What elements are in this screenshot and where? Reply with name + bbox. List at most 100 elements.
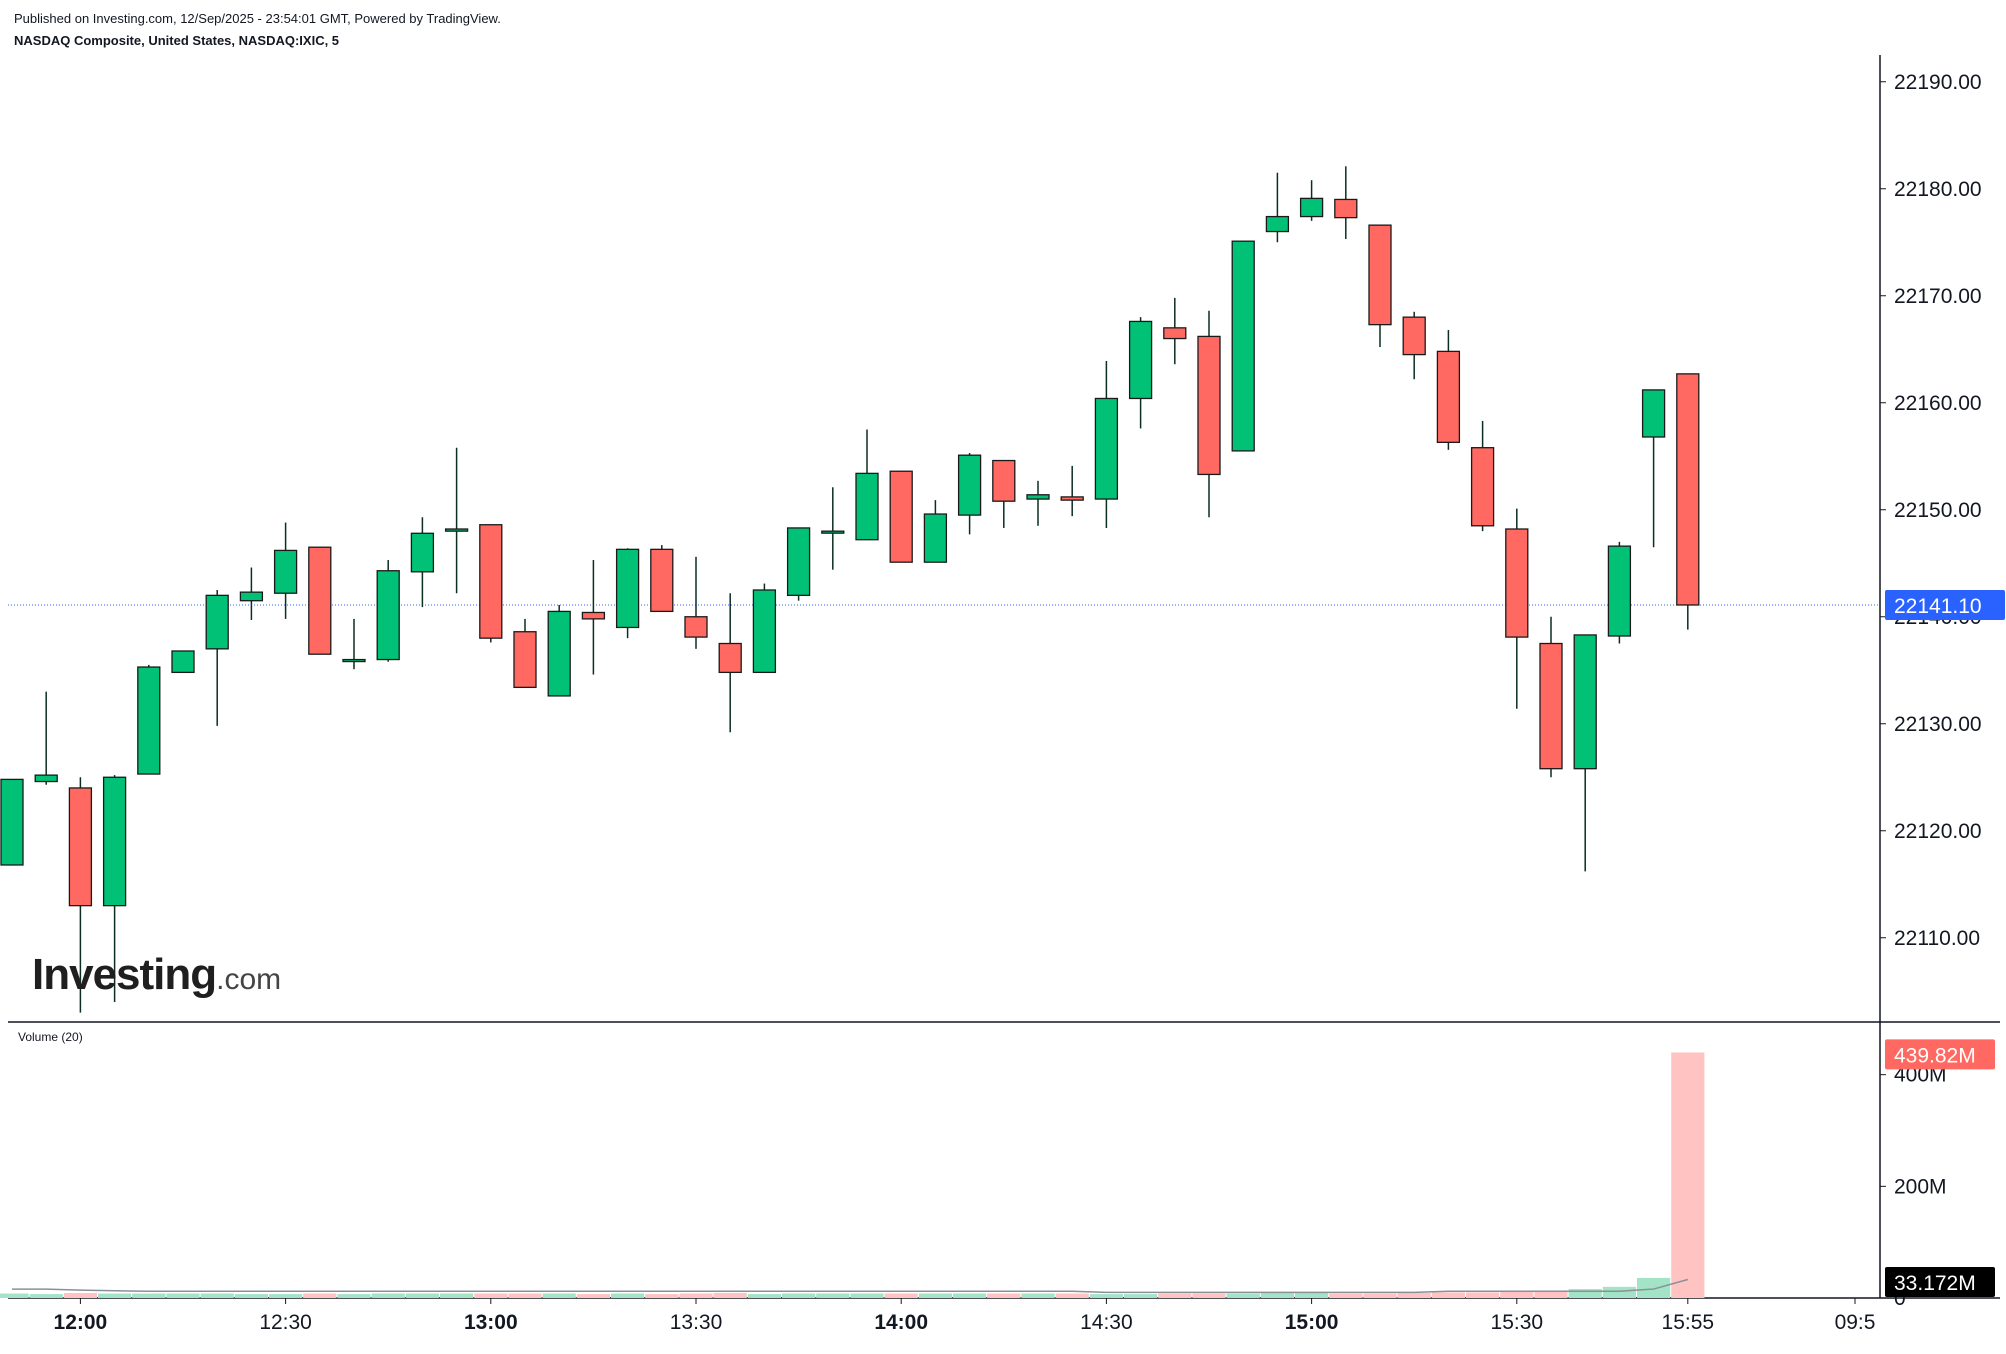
candle: [1607, 541, 1632, 644]
price-tick-label: 22180.00: [1894, 178, 1982, 201]
volume-bar: [1226, 1293, 1260, 1298]
volume-bar: [542, 1293, 576, 1298]
volume-bar: [1602, 1286, 1636, 1298]
label-layer: 22141.10 439.82M 33.172M: [1885, 589, 2005, 1297]
volume-bar: [234, 1294, 268, 1298]
candle-body: [1436, 350, 1461, 443]
volume-bar: [1500, 1291, 1534, 1298]
candle: [376, 560, 400, 662]
candle: [821, 487, 845, 570]
candle: [273, 522, 298, 619]
volume-bar: [1124, 1294, 1158, 1298]
price-tick-label: 22190.00: [1894, 71, 1982, 94]
candle-body: [1368, 224, 1392, 326]
candle: [68, 777, 93, 1013]
time-tick-label: 14:00: [874, 1311, 928, 1334]
candle: [1539, 616, 1563, 778]
volume-bar: [1158, 1293, 1192, 1298]
axes-layer: 22110.0022120.0022130.0022140.0022150.00…: [8, 55, 2000, 1334]
candle: [752, 583, 777, 674]
candle-body: [889, 470, 913, 563]
candle: [718, 593, 742, 733]
candle-body: [1402, 316, 1426, 356]
volume-bar: [884, 1293, 918, 1298]
volume-bar: [132, 1293, 166, 1298]
candle-body: [752, 589, 777, 674]
candle-body: [308, 546, 332, 655]
candle: [137, 664, 161, 775]
last-volume-tag: [1885, 1039, 1995, 1070]
volume-bar: [63, 1292, 97, 1298]
volume-bar: [1431, 1292, 1465, 1298]
candle-body: [957, 454, 982, 516]
volume-bar: [713, 1292, 747, 1298]
last-price-tag: [1885, 589, 2005, 620]
candle-body: [1265, 215, 1290, 233]
candle: [1026, 480, 1050, 526]
volume-ma-tag: [1885, 1267, 1995, 1297]
candle: [0, 778, 24, 866]
volume-bar: [1295, 1292, 1329, 1298]
candle-body: [855, 472, 879, 541]
time-tick-label: 13:30: [670, 1311, 723, 1334]
volume-bar: [611, 1293, 645, 1298]
price-tick-label: 22160.00: [1894, 392, 1982, 415]
candle-body: [1128, 320, 1153, 400]
candle: [889, 470, 913, 563]
candle-body: [1060, 496, 1084, 501]
logo-brand: Investing: [32, 950, 217, 999]
volume-bar: [645, 1294, 679, 1298]
candle: [581, 560, 606, 675]
volume-bar: [1534, 1291, 1568, 1298]
candle-body: [581, 611, 606, 620]
candle: [444, 447, 469, 594]
candle-body: [239, 591, 264, 602]
candle-body: [786, 527, 811, 597]
volume-bar: [1089, 1294, 1123, 1298]
published-notice: Published on Investing.com, 12/Sep/2025 …: [14, 11, 501, 26]
candle-body: [513, 631, 537, 689]
candle-body: [342, 658, 366, 663]
candle: [1265, 172, 1290, 243]
candle-body: [34, 774, 58, 783]
time-tick-label: 15:30: [1491, 1311, 1544, 1334]
volume-bar: [576, 1294, 610, 1298]
candle-body: [1163, 327, 1187, 340]
price-tick-label: 22120.00: [1894, 820, 1982, 843]
volume-bar: [679, 1293, 713, 1298]
volume-ma-value: 33.172M: [1894, 1272, 1976, 1295]
candle-body: [650, 548, 674, 613]
candle-body: [1539, 642, 1563, 770]
time-tick-label: 14:30: [1080, 1311, 1133, 1334]
candle-body: [479, 524, 503, 639]
candle: [1676, 373, 1700, 630]
candle-body: [0, 778, 24, 866]
volume-bar: [474, 1293, 508, 1298]
volume-indicator-label: Volume (20): [18, 1030, 83, 1044]
candle: [1402, 311, 1426, 380]
candle-body: [205, 594, 229, 650]
candle-body: [1334, 198, 1358, 219]
candle: [1470, 420, 1495, 532]
candle-body: [1197, 335, 1221, 476]
symbol-title: NASDAQ Composite, United States, NASDAQ:…: [14, 33, 340, 48]
candle-body: [1505, 528, 1529, 638]
candle: [1060, 465, 1084, 517]
candle: [1299, 180, 1324, 221]
volume-bar: [953, 1293, 987, 1298]
volume-bar: [1192, 1293, 1226, 1298]
candle-body: [992, 459, 1016, 502]
candle: [855, 429, 879, 541]
volume-bar: [371, 1293, 405, 1298]
volume-bar: [1568, 1289, 1602, 1298]
candle-body: [1231, 240, 1255, 452]
candle: [308, 546, 332, 655]
volume-bar: [29, 1294, 63, 1298]
volume-bar: [1363, 1293, 1397, 1298]
volume-bar: [816, 1293, 850, 1298]
candle-body: [821, 530, 845, 534]
time-tick-label: 09:5: [1835, 1311, 1876, 1334]
candle: [1128, 317, 1153, 429]
candle-body: [615, 548, 640, 629]
